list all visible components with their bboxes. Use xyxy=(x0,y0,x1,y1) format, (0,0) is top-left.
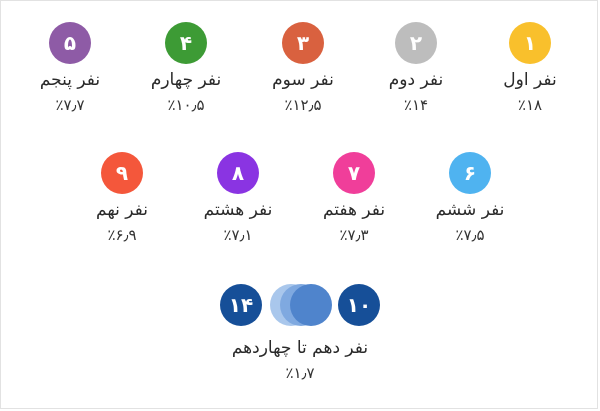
group-badge-from: ۱۰ xyxy=(338,284,380,326)
ranker-7: ۷ نفر هفتم ٪۷٫۳ xyxy=(294,152,414,244)
rank-share-1: ٪۱۸ xyxy=(517,96,543,114)
rank-share-7: ٪۷٫۳ xyxy=(339,226,369,244)
rank-label-9: نفر نهم xyxy=(96,200,148,220)
rank-label-5: نفر پنجم xyxy=(39,70,101,90)
rank-share-9: ٪۶٫۹ xyxy=(107,226,137,244)
group-label: نفر دهم تا چهاردهم xyxy=(231,338,369,358)
group-badge-to: ۱۴ xyxy=(220,284,262,326)
rank-badge-1: ۱ xyxy=(509,22,551,64)
rank-badge-9: ۹ xyxy=(101,152,143,194)
rank-label-8: نفر هشتم xyxy=(203,200,273,220)
rank-share-4: ٪۱۰٫۵ xyxy=(167,96,205,114)
rank-badge-3: ۳ xyxy=(282,22,324,64)
group-range-badges: ۱۴ ۱۰ xyxy=(220,284,380,326)
rank-badge-4: ۴ xyxy=(165,22,207,64)
rank-label-6: نفر ششم xyxy=(435,200,505,220)
rank-share-6: ٪۷٫۵ xyxy=(455,226,485,244)
rank-label-4: نفر چهارم xyxy=(150,70,222,90)
ranker-5: ۵ نفر پنجم ٪۷٫۷ xyxy=(10,22,130,114)
ranker-1: ۱ نفر اول ٪۱۸ xyxy=(470,22,590,114)
group-fade-dot-3 xyxy=(290,284,332,326)
rank-badge-5: ۵ xyxy=(49,22,91,64)
ranker-9: ۹ نفر نهم ٪۶٫۹ xyxy=(62,152,182,244)
rank-share-8: ٪۷٫۱ xyxy=(223,226,253,244)
rank-label-7: نفر هفتم xyxy=(322,200,386,220)
ranker-3: ۳ نفر سوم ٪۱۲٫۵ xyxy=(243,22,363,114)
rank-share-3: ٪۱۲٫۵ xyxy=(284,96,322,114)
rank-badge-6: ۶ xyxy=(449,152,491,194)
rank-share-5: ٪۷٫۷ xyxy=(55,96,85,114)
group-text: نفر دهم تا چهاردهم ٪۱٫۷ xyxy=(200,332,400,382)
group-share: ٪۱٫۷ xyxy=(285,364,315,382)
rank-share-2: ٪۱۴ xyxy=(403,96,429,114)
ranker-4: ۴ نفر چهارم ٪۱۰٫۵ xyxy=(126,22,246,114)
rank-label-2: نفر دوم xyxy=(388,70,444,90)
rank-badge-2: ۲ xyxy=(395,22,437,64)
ranker-8: ۸ نفر هشتم ٪۷٫۱ xyxy=(178,152,298,244)
rank-label-1: نفر اول xyxy=(503,70,557,90)
ranker-2: ۲ نفر دوم ٪۱۴ xyxy=(356,22,476,114)
rank-badge-8: ۸ xyxy=(217,152,259,194)
ranker-6: ۶ نفر ششم ٪۷٫۵ xyxy=(410,152,530,244)
rank-label-3: نفر سوم xyxy=(272,70,334,90)
rank-badge-7: ۷ xyxy=(333,152,375,194)
